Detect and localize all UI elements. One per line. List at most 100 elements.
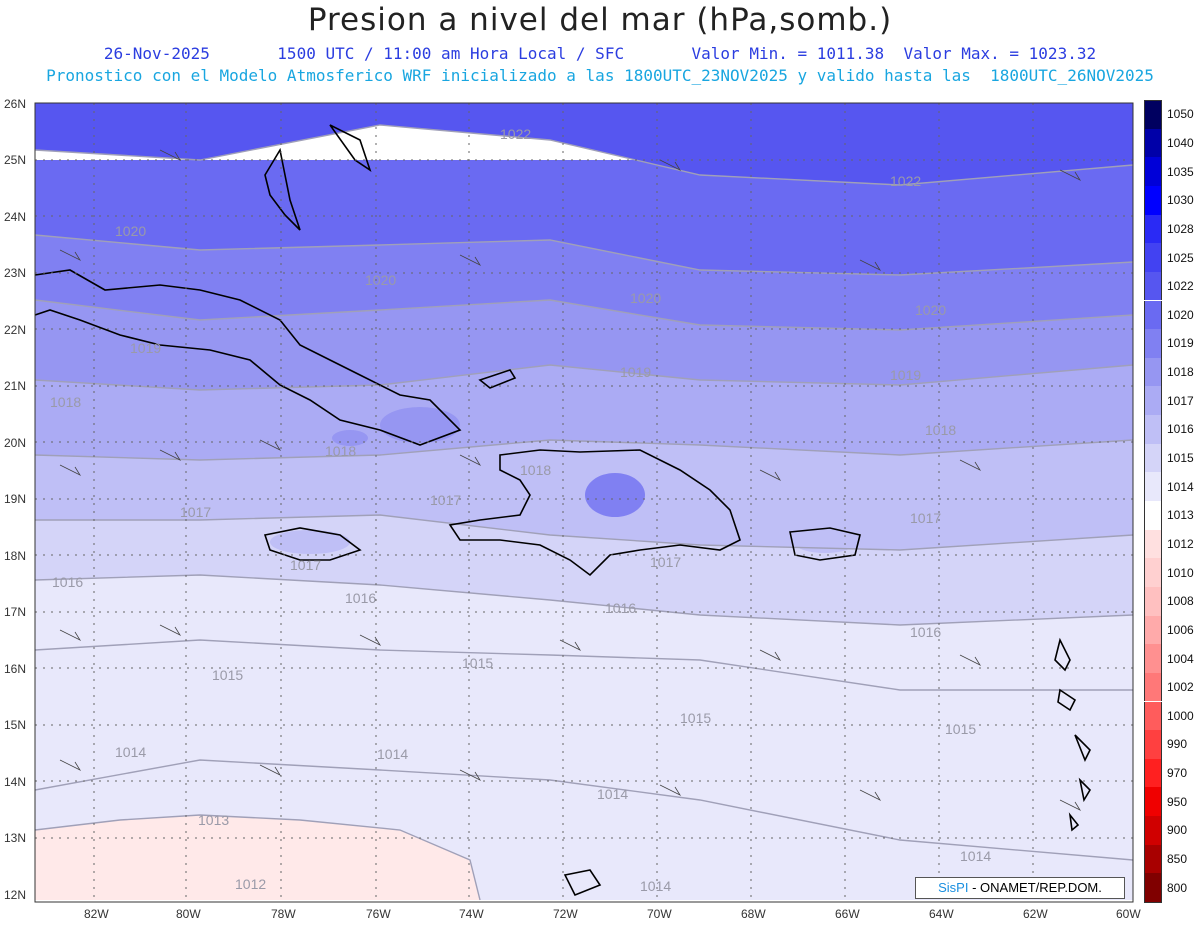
contour-label: 1014 (960, 848, 991, 864)
lat-label: 16N (4, 662, 26, 676)
contour-label: 1016 (910, 624, 941, 640)
credit-box: SisPI - ONAMET/REP.DOM. (915, 877, 1125, 899)
colorbar-level-label: 1014 (1167, 479, 1194, 494)
longitude-labels: 82W 80W 78W 76W 74W 72W 70W 68W 66W 64W … (84, 907, 1141, 921)
colorbar-level-label: 1030 (1167, 193, 1194, 208)
contour-label: 1016 (345, 590, 376, 606)
contour-label: 1020 (915, 302, 946, 318)
wind-barbs (59, 149, 1082, 811)
contour-label: 1018 (50, 394, 81, 410)
sispi-logo: SisPI (938, 880, 969, 895)
lon-label: 70W (647, 907, 672, 921)
lon-label: 62W (1023, 907, 1048, 921)
contour-label: 1018 (325, 443, 356, 459)
colorbar-level-label: 1002 (1167, 680, 1194, 695)
colorbar-cell (1144, 243, 1162, 272)
colorbar-level-label: 800 (1167, 880, 1188, 895)
lon-label: 80W (176, 907, 201, 921)
colorbar-cell (1144, 615, 1162, 645)
contour-label: 1014 (377, 746, 408, 762)
plot-frame (34, 102, 1134, 903)
lat-label: 19N (4, 492, 26, 506)
colorbar-cell (1144, 357, 1162, 387)
colorbar-level-label: 1006 (1167, 622, 1194, 637)
time-label: 1500 UTC / 11:00 am Hora Local / SFC (277, 44, 625, 63)
colorbar-cell (1144, 644, 1162, 673)
colorbar-level-label: 1022 (1167, 279, 1194, 294)
lat-label: 25N (4, 153, 26, 167)
colorbar-level-label: 1050 (1167, 107, 1194, 122)
colorbar-level-label: 1020 (1167, 307, 1194, 322)
colorbar-cell (1144, 214, 1162, 244)
colorbar-cell (1144, 701, 1162, 731)
colorbar-level-label: 1010 (1167, 565, 1194, 580)
colorbar-cell (1144, 586, 1162, 616)
contour-label: 1012 (235, 876, 266, 892)
contour-label: 1015 (462, 655, 493, 671)
contour-label: 1022 (890, 173, 921, 189)
colorbar-cell (1144, 128, 1162, 158)
colorbar-level-label: 1017 (1167, 393, 1194, 408)
contour-label: 1019 (890, 367, 921, 383)
min-max-label: Valor Min. = 1011.38 Valor Max. = 1023.3… (691, 44, 1097, 63)
colorbar-level-label: 1012 (1167, 536, 1194, 551)
colorbar-level-label: 1018 (1167, 365, 1194, 380)
colorbar-level-label: 1008 (1167, 594, 1194, 609)
contour-label: 1014 (115, 744, 146, 760)
colorbar-cell (1144, 816, 1162, 845)
contour-label: 1017 (290, 557, 321, 573)
lat-label: 26N (4, 97, 26, 111)
colorbar-level-label: 970 (1167, 766, 1188, 781)
colorbar-cell (1144, 472, 1162, 501)
contour-label: 1015 (945, 721, 976, 737)
lat-label: 22N (4, 323, 26, 337)
contour-label: 1017 (180, 504, 211, 520)
contour-label: 1020 (365, 272, 396, 288)
colorbar-cell (1144, 415, 1162, 444)
contour-label: 1019 (620, 364, 651, 380)
contour-label: 1018 (520, 462, 551, 478)
colorbar-cell (1144, 558, 1162, 587)
colorbar-level-label: 950 (1167, 794, 1188, 809)
lon-label: 64W (929, 907, 954, 921)
colorbar (1144, 100, 1162, 903)
lat-label: 21N (4, 379, 26, 393)
colorbar-level-label: 1035 (1167, 164, 1194, 179)
colorbar-cell (1144, 730, 1162, 759)
colorbar-cell (1144, 157, 1162, 186)
colorbar-level-label: 1025 (1167, 250, 1194, 265)
contour-label: 1019 (130, 340, 161, 356)
lat-label: 23N (4, 266, 26, 280)
colorbar-level-label: 900 (1167, 823, 1188, 838)
lat-label: 12N (4, 888, 26, 902)
colorbar-cell (1144, 443, 1162, 473)
isobars (35, 124, 1133, 901)
colorbar-cell (1144, 529, 1162, 559)
colorbar-cell (1144, 501, 1162, 530)
contour-labels: 1022 1022 1020 1020 1020 1020 1019 1019 … (50, 126, 991, 894)
lon-label: 60W (1116, 907, 1141, 921)
date-label: 26-Nov-2025 (103, 44, 210, 63)
contour-label: 1017 (650, 554, 681, 570)
colorbar-level-label: 1040 (1167, 135, 1194, 150)
contour-label: 1016 (605, 600, 636, 616)
lon-label: 72W (553, 907, 578, 921)
colorbar-level-label: 1004 (1167, 651, 1194, 666)
pressure-shading (35, 103, 1133, 902)
contour-label: 1016 (52, 574, 83, 590)
contour-label: 1017 (430, 492, 461, 508)
lat-label: 17N (4, 605, 26, 619)
colorbar-cell (1144, 758, 1162, 788)
lat-label: 20N (4, 436, 26, 450)
colorbar-cell (1144, 386, 1162, 416)
lon-label: 68W (741, 907, 766, 921)
lat-label: 13N (4, 831, 26, 845)
contour-label: 1018 (925, 422, 956, 438)
coastlines (34, 124, 1092, 897)
lat-label: 18N (4, 549, 26, 563)
forecast-info: Pronostico con el Modelo Atmosferico WRF… (46, 66, 1154, 85)
contour-label: 1020 (115, 223, 146, 239)
lon-label: 74W (459, 907, 484, 921)
lon-label: 78W (271, 907, 296, 921)
